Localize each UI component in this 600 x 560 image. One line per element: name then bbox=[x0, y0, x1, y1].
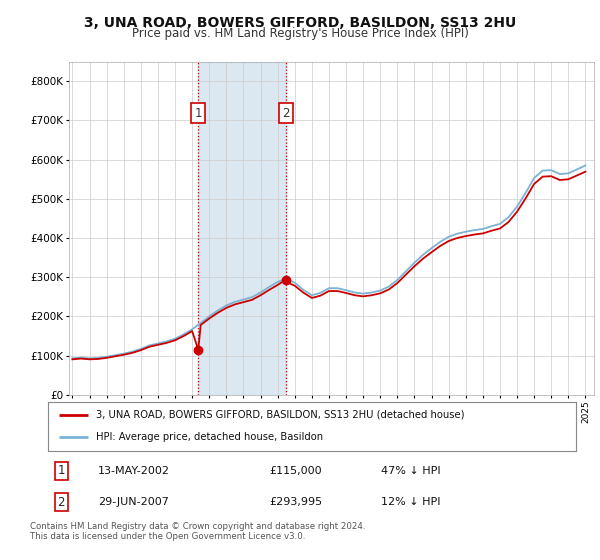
Text: 2: 2 bbox=[282, 107, 290, 120]
Text: 1: 1 bbox=[194, 107, 202, 120]
Text: HPI: Average price, detached house, Basildon: HPI: Average price, detached house, Basi… bbox=[95, 432, 323, 442]
Text: 3, UNA ROAD, BOWERS GIFFORD, BASILDON, SS13 2HU (detached house): 3, UNA ROAD, BOWERS GIFFORD, BASILDON, S… bbox=[95, 410, 464, 420]
Text: 1: 1 bbox=[58, 464, 65, 478]
Text: 12% ↓ HPI: 12% ↓ HPI bbox=[380, 497, 440, 507]
Text: £115,000: £115,000 bbox=[270, 466, 322, 476]
Text: 47% ↓ HPI: 47% ↓ HPI bbox=[380, 466, 440, 476]
Bar bbox=[198, 62, 286, 395]
Text: 3, UNA ROAD, BOWERS GIFFORD, BASILDON, SS13 2HU: 3, UNA ROAD, BOWERS GIFFORD, BASILDON, S… bbox=[84, 16, 516, 30]
Text: 2: 2 bbox=[58, 496, 65, 509]
Text: 13-MAY-2002: 13-MAY-2002 bbox=[98, 466, 170, 476]
Text: Price paid vs. HM Land Registry's House Price Index (HPI): Price paid vs. HM Land Registry's House … bbox=[131, 27, 469, 40]
Text: Contains HM Land Registry data © Crown copyright and database right 2024.
This d: Contains HM Land Registry data © Crown c… bbox=[30, 522, 365, 542]
Text: £293,995: £293,995 bbox=[270, 497, 323, 507]
Text: 29-JUN-2007: 29-JUN-2007 bbox=[98, 497, 169, 507]
